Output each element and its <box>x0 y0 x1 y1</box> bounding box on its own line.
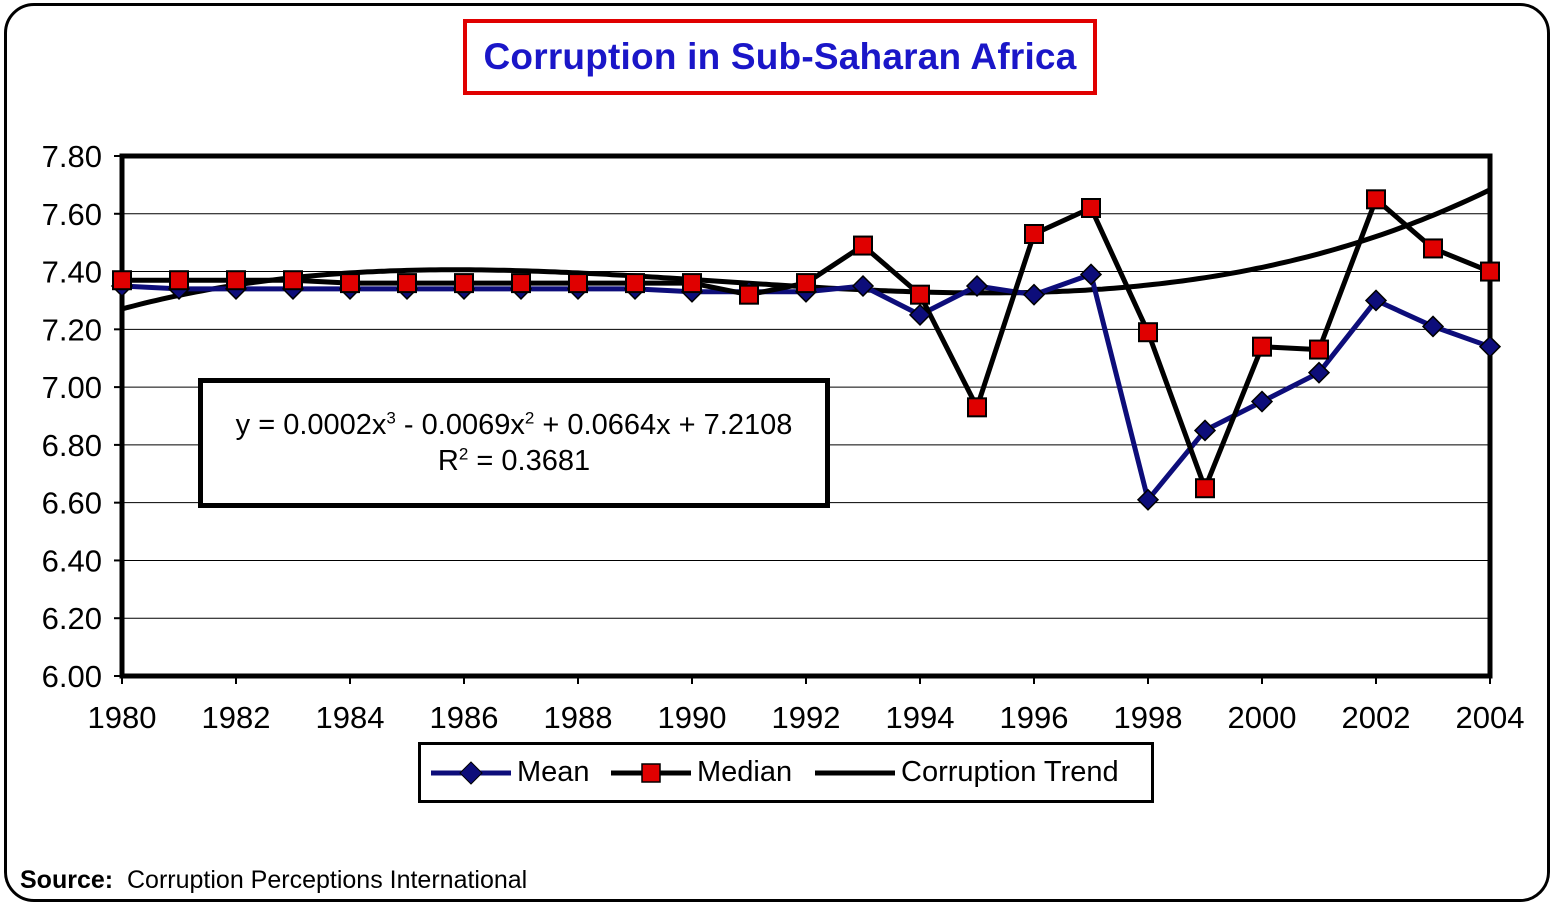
median-point <box>568 273 588 294</box>
mean-point <box>1193 419 1217 442</box>
x-tick-label: 1986 <box>430 700 499 735</box>
median-point <box>853 235 873 256</box>
median-point <box>682 273 702 294</box>
chart-title-box: Corruption in Sub-Saharan Africa <box>463 19 1097 95</box>
x-tick-label: 1982 <box>202 700 271 735</box>
median-point <box>1195 478 1215 499</box>
trend-legend-marker <box>815 770 895 775</box>
x-tick-label: 1998 <box>1114 700 1183 735</box>
trendline-equation-box: y = 0.0002x3 - 0.0069x2 + 0.0664x + 7.21… <box>198 378 830 508</box>
median-point <box>1081 198 1101 218</box>
chart-title: Corruption in Sub-Saharan Africa <box>483 36 1077 77</box>
mean-point <box>1478 335 1502 358</box>
y-tick-label: 6.80 <box>42 428 102 463</box>
mean-point <box>1307 361 1331 384</box>
y-tick-label: 7.20 <box>42 312 102 347</box>
legend-item-median: Median <box>609 745 792 800</box>
y-tick-label: 6.60 <box>42 486 102 521</box>
x-tick-label: 1990 <box>658 700 727 735</box>
mean-point <box>965 274 989 298</box>
x-tick-label: 2002 <box>1342 700 1411 735</box>
y-tick-label: 6.00 <box>42 659 102 694</box>
median-point <box>910 284 930 305</box>
y-tick-label: 7.80 <box>42 139 102 174</box>
median-point <box>169 270 189 291</box>
median-point <box>112 270 132 291</box>
mean-point <box>1079 263 1103 286</box>
x-tick-label: 1984 <box>316 700 385 735</box>
mean-point <box>851 274 875 298</box>
median-point <box>397 273 417 294</box>
mean-point <box>1421 315 1445 338</box>
median-point <box>340 273 360 294</box>
mean-point <box>1022 283 1046 306</box>
median-point <box>1309 339 1329 360</box>
median-point <box>739 284 759 305</box>
median-point <box>967 397 987 418</box>
median-point <box>1423 238 1443 259</box>
y-tick-label: 7.00 <box>42 370 102 405</box>
median-point <box>625 273 645 294</box>
mean-point <box>1250 390 1274 413</box>
x-tick-label: 1988 <box>544 700 613 735</box>
r-squared-value: R2 = 0.3681 <box>437 444 591 477</box>
median-point <box>1480 261 1500 282</box>
x-tick-label: 1994 <box>886 700 955 735</box>
chart-legend: Mean Median Corruption Trend <box>418 742 1154 803</box>
median-point <box>454 273 474 294</box>
mean-legend-marker <box>431 760 511 785</box>
source-note: Source: Corruption Perceptions Internati… <box>20 866 528 894</box>
mean-point <box>1364 289 1388 312</box>
x-tick-label: 2004 <box>1456 700 1525 735</box>
median-point <box>796 273 816 294</box>
mean-point <box>908 303 932 326</box>
median-legend-marker <box>611 762 691 783</box>
median-point <box>1138 322 1158 343</box>
x-tick-label: 2000 <box>1228 700 1297 735</box>
legend-item-corruption-trend: Corruption Trend <box>813 745 1119 800</box>
mean-point <box>1136 488 1160 511</box>
y-tick-label: 7.60 <box>42 197 102 232</box>
trendline-equation: y = 0.0002x3 - 0.0069x2 + 0.0664x + 7.21… <box>235 408 793 441</box>
median-point <box>1366 189 1386 210</box>
legend-item-mean: Mean <box>429 745 590 800</box>
y-tick-label: 6.20 <box>42 601 102 636</box>
y-tick-label: 7.40 <box>42 255 102 290</box>
x-tick-label: 1996 <box>1000 700 1069 735</box>
median-point <box>283 270 303 291</box>
median-point <box>226 270 246 291</box>
x-tick-label: 1992 <box>772 700 841 735</box>
y-tick-label: 6.40 <box>42 543 102 578</box>
median-point <box>1252 336 1272 357</box>
x-tick-label: 1980 <box>88 700 157 735</box>
median-point <box>1024 224 1044 244</box>
median-point <box>511 273 531 294</box>
